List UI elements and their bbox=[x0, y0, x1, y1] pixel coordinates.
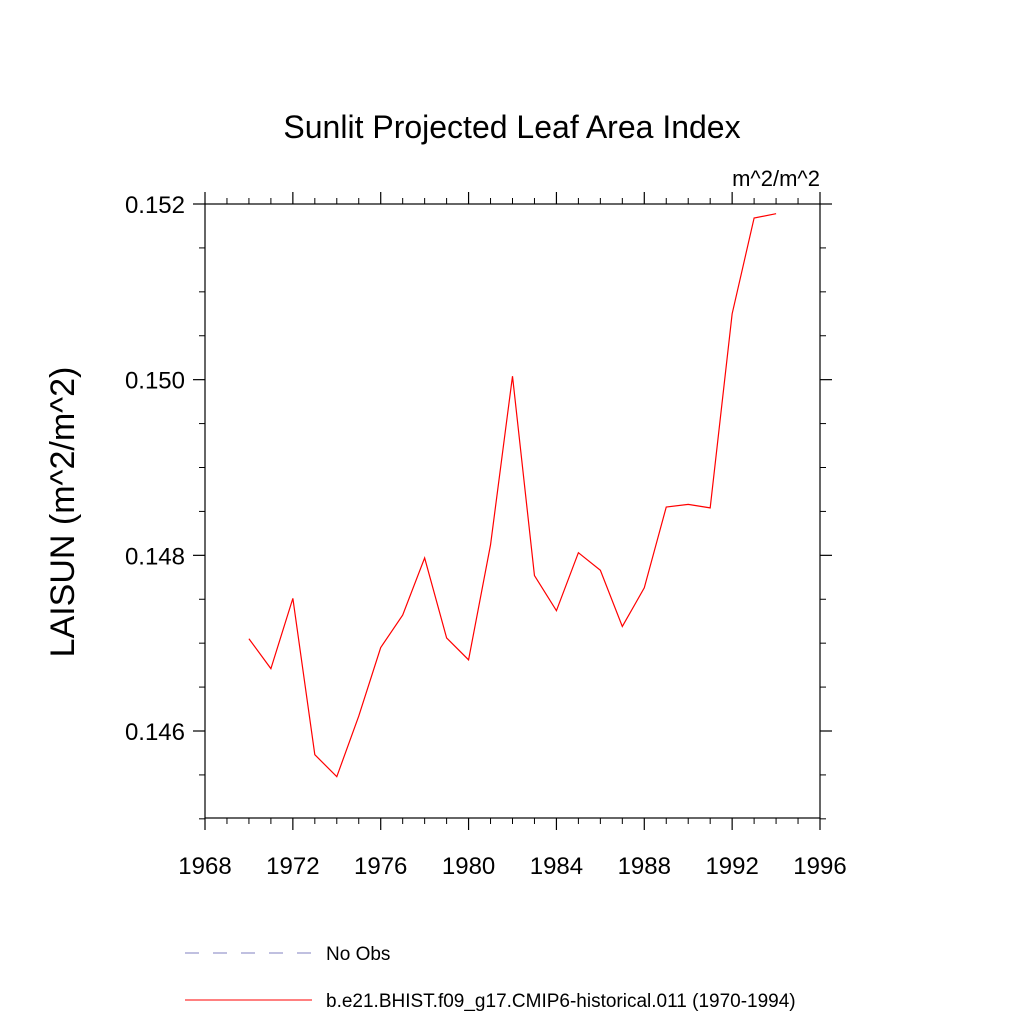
legend: No Obs b.e21.BHIST.f09_g17.CMIP6-historic… bbox=[185, 944, 796, 1012]
legend-label: b.e21.BHIST.f09_g17.CMIP6-historical.011… bbox=[326, 991, 796, 1012]
x-tick-label: 1992 bbox=[705, 853, 758, 880]
y-tick-label: 0.152 bbox=[125, 192, 185, 219]
x-tick-label: 1968 bbox=[178, 853, 231, 880]
legend-label: No Obs bbox=[326, 944, 390, 965]
x-tick-label: 1976 bbox=[354, 853, 407, 880]
plot-frame bbox=[204, 203, 821, 819]
y-tick-label: 0.150 bbox=[125, 368, 185, 395]
x-tick-label: 1980 bbox=[442, 853, 495, 880]
series-line bbox=[248, 213, 777, 778]
y-tick-label: 0.148 bbox=[125, 543, 185, 570]
y-axis-label: LAISUN (m^2/m^2) bbox=[44, 367, 82, 658]
x-tick-label: 1972 bbox=[266, 853, 319, 880]
axis-ticks: 1968 1972 1976 1980 1984 1988 1992 1996 0.146 0.1… bbox=[125, 192, 847, 880]
chart-title: Sunlit Projected Leaf Area Index bbox=[283, 109, 740, 145]
x-tick-label: 1988 bbox=[618, 853, 671, 880]
units-label: m^2/m^2 bbox=[732, 166, 820, 191]
x-tick-label: 1984 bbox=[530, 853, 583, 880]
y-tick-label: 0.146 bbox=[125, 719, 185, 746]
x-tick-label: 1996 bbox=[793, 853, 846, 880]
series-layer bbox=[248, 213, 777, 778]
